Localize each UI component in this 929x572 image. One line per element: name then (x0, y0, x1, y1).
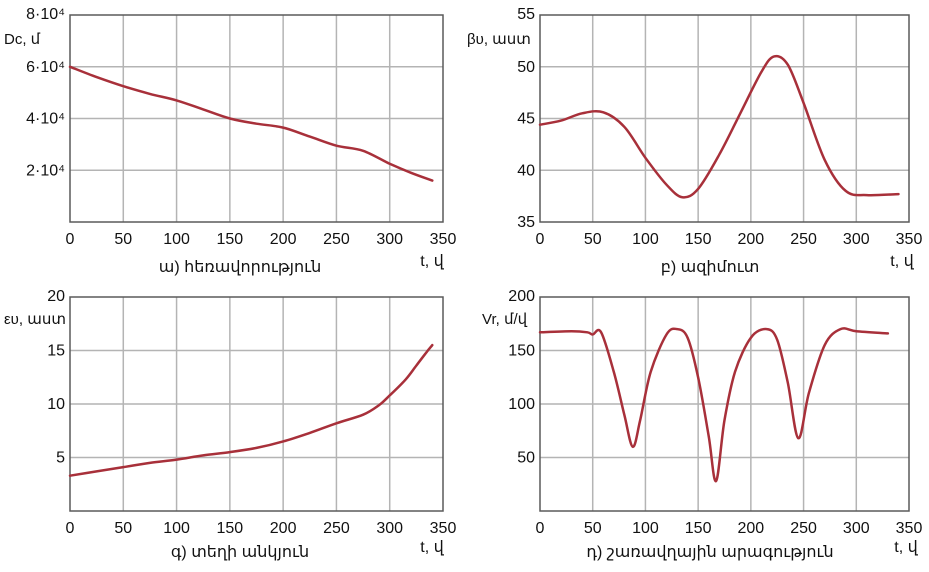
x-tick-label: 250 (323, 231, 350, 248)
x-axis-label: t, վ (420, 539, 444, 556)
x-tick-label: 250 (323, 520, 350, 537)
x-tick-label: 50 (584, 231, 602, 248)
x-tick-label: 250 (790, 231, 817, 248)
y-axis-label: Dc, մ (4, 31, 41, 48)
chart-panel-4: 0 50 100 150 200 250 300 350 50 100 150 200 Vr, մ/վ t… (482, 288, 922, 561)
plot-frame (69, 296, 444, 512)
y-tick-label: 35 (517, 214, 535, 231)
x-tick-label: 250 (790, 520, 817, 537)
y-tick-label: 5 (56, 450, 65, 467)
x-tick-label: 150 (217, 231, 244, 248)
x-tick-label: 0 (66, 520, 75, 537)
y-tick-label: 8·10⁴ (26, 6, 65, 23)
chart-caption: դ) շառավղային արագություն (586, 544, 833, 561)
y-tick-label: 45 (517, 111, 535, 128)
chart-panel-2: 0 50 100 150 200 250 300 350 35 40 45 50 55 βυ, աստ t,… (467, 6, 922, 276)
x-tick-label: 100 (163, 520, 190, 537)
y-axis-label: Vr, մ/վ (482, 311, 528, 328)
x-tick-label: 100 (632, 520, 659, 537)
y-tick-label: 50 (517, 59, 535, 76)
y-axis-label: βυ, աստ (467, 31, 531, 48)
y-tick-label: 100 (508, 396, 535, 413)
y-tick-label: 150 (508, 343, 535, 360)
x-tick-label: 150 (217, 520, 244, 537)
x-tick-label: 50 (114, 231, 132, 248)
x-tick-label: 100 (632, 231, 659, 248)
series-line (538, 54, 900, 199)
y-tick-label: 200 (508, 288, 535, 305)
x-tick-label: 50 (114, 520, 132, 537)
x-axis-label: t, վ (894, 539, 918, 556)
x-tick-label: 350 (430, 231, 457, 248)
x-tick-label: 150 (685, 231, 712, 248)
x-tick-label: 50 (584, 520, 602, 537)
x-tick-label: 350 (896, 520, 923, 537)
y-tick-label: 4·10⁴ (26, 111, 65, 128)
x-tick-label: 0 (536, 231, 545, 248)
chart-panel-3: 0 50 100 150 200 250 300 350 5 10 15 20 ευ, աստ t, վ գ… (4, 288, 456, 561)
x-tick-label: 300 (843, 231, 870, 248)
x-tick-label: 200 (738, 520, 765, 537)
y-tick-label: 40 (517, 162, 535, 179)
plot-frame (539, 14, 910, 223)
series-line (68, 343, 434, 477)
x-tick-label: 200 (738, 231, 765, 248)
x-tick-label: 300 (376, 520, 403, 537)
x-tick-label: 0 (66, 231, 75, 248)
x-tick-label: 300 (843, 520, 870, 537)
y-tick-label: 10 (47, 396, 65, 413)
series-line (68, 65, 434, 182)
chart-caption: գ) տեղի անկյուն (171, 544, 309, 561)
y-tick-label: 55 (517, 6, 535, 23)
x-tick-label: 100 (163, 231, 190, 248)
x-tick-label: 150 (685, 520, 712, 537)
chart-caption: ա) հեռավորություն (159, 259, 322, 276)
y-tick-label: 2·10⁴ (26, 162, 65, 179)
plot-frame (539, 296, 910, 512)
x-tick-label: 0 (536, 520, 545, 537)
y-tick-label: 15 (47, 343, 65, 360)
x-tick-label: 300 (376, 231, 403, 248)
y-axis-label: ευ, աստ (4, 311, 66, 328)
chart-panel-1: 0 50 100 150 200 250 300 350 2·10⁴ 4·10⁴ 6·10⁴ 8·10… (4, 6, 456, 276)
x-tick-label: 350 (896, 231, 923, 248)
x-axis-label: t, վ (890, 253, 914, 270)
series-line (538, 327, 890, 483)
x-tick-label: 200 (270, 231, 297, 248)
plot-frame (69, 14, 444, 223)
y-tick-label: 20 (47, 288, 65, 305)
x-tick-label: 350 (430, 520, 457, 537)
y-tick-label: 6·10⁴ (26, 59, 65, 76)
chart-caption: բ) ազիմուտ (661, 259, 760, 276)
x-axis-label: t, վ (420, 253, 444, 270)
x-tick-label: 200 (270, 520, 297, 537)
y-tick-label: 50 (517, 450, 535, 467)
